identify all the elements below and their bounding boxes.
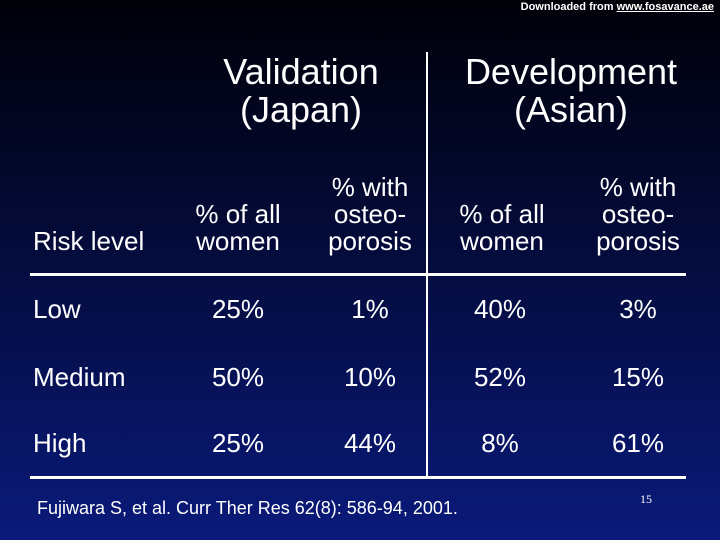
header-line: % with [331,172,409,202]
citation: Fujiwara S, et al. Curr Ther Res 62(8): … [37,498,458,518]
row-label: Low [33,294,81,324]
row-label: High [33,428,87,458]
cell-validation-pct-osteo: 44% [343,428,397,458]
header-development-pct-osteo: % with osteo- porosis [578,174,698,255]
table-row-medium: Medium 50% 10% 52% 15% [0,356,720,396]
cell-validation-pct-osteo: 10% [343,362,397,392]
header-line: osteo- [601,199,675,229]
cell-validation-pct-all: 25% [211,428,265,458]
header-line: women [460,226,544,256]
header-validation-pct-all: % of all women [178,201,298,255]
table-bottom-rule [30,476,686,479]
cell-validation-pct-all: 50% [211,362,265,392]
cell-development-pct-all: 52% [473,362,527,392]
cell-development-pct-osteo: 15% [611,362,665,392]
row-label: Medium [33,362,126,392]
header-development-pct-all: % of all women [442,201,562,255]
group-divider [426,52,428,479]
header-rule [30,273,686,276]
group-title-validation: Validation (Japan) [196,53,406,129]
cell-validation-pct-osteo: 1% [351,294,389,324]
cell-development-pct-osteo: 61% [611,428,665,458]
header-line: porosis [328,226,412,256]
header-line: osteo- [333,199,407,229]
table-row-low: Low 25% 1% 40% 3% [0,288,720,328]
group-title-development-line1: Development [464,51,678,92]
download-note: Downloaded from www.fosavance.ae [521,1,714,13]
header-line: porosis [596,226,680,256]
group-title-development: Development (Asian) [436,53,706,129]
header-line: % of all [459,199,545,229]
cell-development-pct-osteo: 3% [619,294,657,324]
header-line: % with [599,172,677,202]
download-note-prefix: Downloaded from [520,1,617,13]
download-link[interactable]: www.fosavance.ae [616,1,714,13]
cell-validation-pct-all: 25% [211,294,265,324]
group-title-development-line2: (Asian) [513,89,629,130]
cell-development-pct-all: 40% [473,294,527,324]
header-line: women [196,226,280,256]
cell-development-pct-all: 8% [481,428,519,458]
header-line: % of all [195,199,281,229]
group-title-validation-line1: Validation [223,51,379,92]
table-row-high: High 25% 44% 8% 61% [0,422,720,462]
header-risk-level: Risk level [33,226,145,256]
group-title-validation-line2: (Japan) [239,89,363,130]
header-validation-pct-osteo: % with osteo- porosis [310,174,430,255]
page-number: 15 [640,492,652,506]
